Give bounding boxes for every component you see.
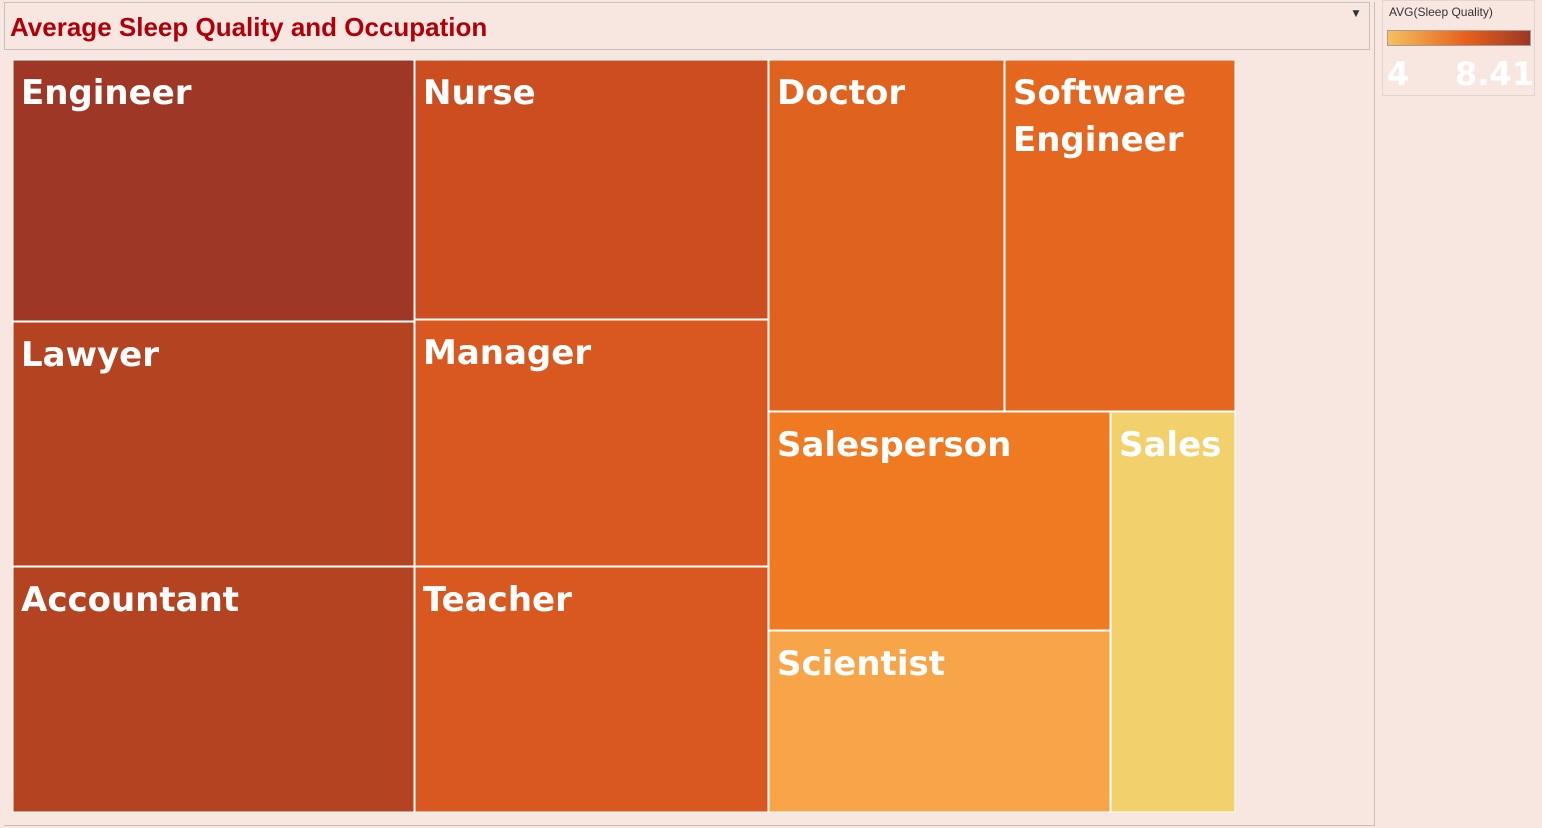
treemap-cell-rect[interactable] [768, 411, 1111, 631]
treemap-cell-label: Accountant [21, 580, 239, 620]
treemap-cell[interactable]: Manager [414, 319, 769, 567]
title-bar: Average Sleep Quality and Occupation ▼ [4, 2, 1370, 50]
color-legend: AVG(Sleep Quality) 4 8.413 [1382, 0, 1535, 96]
treemap-cell[interactable]: Accountant [12, 566, 415, 813]
treemap-cell-rect[interactable] [768, 630, 1111, 813]
treemap-chart: Engineer Lawyer Accountant Nurse Manager Teac… [12, 59, 1236, 813]
treemap-cell-label: Teacher [423, 580, 572, 620]
treemap-cell-rect[interactable] [414, 319, 769, 567]
treemap-cell[interactable]: Engineer [12, 59, 415, 322]
treemap-worksheet: Average Sleep Quality and Occupation ▼ E… [4, 2, 1375, 826]
treemap-cell-rect[interactable] [12, 321, 415, 567]
treemap-cell-label: Nurse [423, 73, 536, 113]
treemap-cell-rect[interactable] [414, 566, 769, 813]
treemap-cell[interactable]: Scientist [768, 630, 1111, 813]
legend-color-ramp [1387, 30, 1531, 46]
treemap-cell-rect[interactable] [1004, 59, 1236, 412]
dropdown-caret-icon[interactable]: ▼ [1352, 9, 1360, 19]
treemap-cell-label: Sales [1119, 425, 1221, 465]
legend-min-label: 4 [1387, 55, 1410, 93]
legend-max-label: 8.413 [1455, 55, 1534, 93]
treemap-cell-label: Doctor [777, 73, 905, 113]
treemap-cell-label: Engineer [21, 73, 192, 113]
treemap-cell-rect[interactable] [1110, 411, 1236, 813]
treemap-cell[interactable]: Doctor [768, 59, 1005, 412]
treemap-cell-label: Scientist [777, 644, 945, 684]
treemap-cell[interactable]: Software Engineer [1004, 59, 1236, 412]
treemap-cell-label: Manager [423, 333, 591, 373]
legend-title: AVG(Sleep Quality) [1389, 5, 1493, 19]
treemap-cell-rect[interactable] [768, 59, 1005, 412]
treemap-cell-rect[interactable] [12, 566, 415, 813]
treemap-cell-label: Salesperson [777, 425, 1011, 465]
treemap-cell[interactable]: Salesperson [768, 411, 1111, 631]
treemap-cell-label: Lawyer [21, 335, 159, 375]
treemap-cell[interactable]: Sales [1110, 411, 1236, 813]
treemap-cell-label: Software Engineer [1013, 73, 1186, 160]
treemap-cell[interactable]: Nurse [414, 59, 769, 320]
treemap-cell[interactable]: Lawyer [12, 321, 415, 567]
treemap-cell-rect[interactable] [414, 59, 769, 320]
treemap-cell-rect[interactable] [12, 59, 415, 322]
chart-title: Average Sleep Quality and Occupation [10, 12, 488, 42]
treemap-cell[interactable]: Teacher [414, 566, 769, 813]
